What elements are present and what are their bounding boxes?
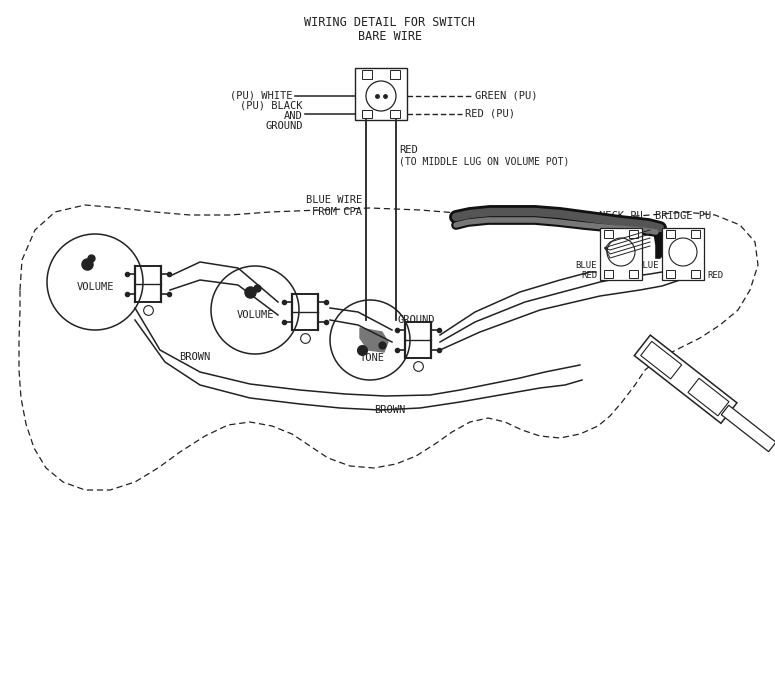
Text: BRIDGE PU: BRIDGE PU [655,211,711,221]
Text: GROUND: GROUND [266,121,303,131]
Circle shape [330,300,410,380]
Bar [600,228,642,280]
Text: FROM CPA: FROM CPA [312,207,362,217]
Text: BROWN: BROWN [374,405,405,415]
Circle shape [211,266,299,354]
Text: RED: RED [581,271,597,280]
Circle shape [366,81,396,111]
Text: AND: AND [284,111,303,121]
Text: BARE WIRE: BARE WIRE [358,31,422,44]
Text: BROWN: BROWN [179,352,211,362]
Text: GROUND: GROUND [398,315,436,325]
Text: VOLUME: VOLUME [236,310,274,320]
Text: VOLUME: VOLUME [76,282,114,292]
Text: WIRING DETAIL FOR SWITCH: WIRING DETAIL FOR SWITCH [305,16,476,29]
Bar [691,270,700,278]
Text: (PU) WHITE: (PU) WHITE [230,91,293,101]
Bar [666,230,675,238]
Circle shape [607,238,635,266]
Bar [362,70,372,79]
Bar [634,335,737,424]
Bar [641,341,682,379]
Text: (PU) BLACK: (PU) BLACK [240,101,303,111]
Text: GREEN (PU): GREEN (PU) [475,91,538,101]
Bar [390,70,400,79]
Circle shape [669,238,697,266]
Circle shape [47,234,143,330]
Text: TONE: TONE [360,353,384,363]
Text: RED (PU): RED (PU) [465,109,515,119]
Text: BLUE: BLUE [638,262,659,271]
Bar [688,378,729,416]
Text: NECK PU: NECK PU [599,211,643,221]
Text: RED: RED [399,145,418,155]
Bar [666,270,675,278]
Polygon shape [360,328,388,352]
Bar [629,230,638,238]
Bar [362,110,372,118]
Bar [691,230,700,238]
Text: BLUE WIRE: BLUE WIRE [306,195,362,205]
Bar [604,270,613,278]
Text: BLUE: BLUE [576,262,597,271]
Text: RED: RED [707,271,723,280]
Text: (TO MIDDLE LUG ON VOLUME POT): (TO MIDDLE LUG ON VOLUME POT) [399,157,570,167]
Bar [390,110,400,118]
Bar [662,228,704,280]
Bar [722,405,775,452]
Bar [355,68,407,120]
Bar [629,270,638,278]
Bar [604,230,613,238]
